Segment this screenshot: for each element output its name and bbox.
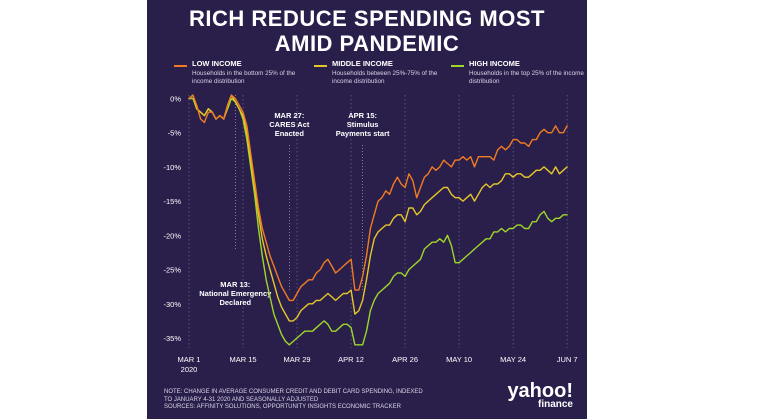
annotation-label: MAR 27: (274, 111, 304, 120)
x-tick-label: MAY 10 (446, 355, 472, 364)
legend-desc-low: Households in the bottom 25% of the inco… (192, 70, 296, 85)
series-line-low-income (188, 94, 568, 302)
annotation-label: Stimulus (347, 120, 379, 129)
y-tick-label: 0% (170, 95, 181, 104)
x-tick-label: APR 26 (392, 355, 418, 364)
annotation-label: National Emergency (199, 289, 272, 298)
y-tick-label: -5% (168, 129, 182, 138)
x-tick-sublabel: 2020 (181, 365, 198, 374)
annotation-label: MAR 13: (220, 280, 250, 289)
x-tick-label: MAR 1 (178, 355, 201, 364)
legend-swatch-high (451, 65, 464, 67)
annotation-label: Payments start (336, 129, 390, 138)
logo-subtitle: finance (537, 399, 573, 410)
legend-desc-high: Households in the top 25% of the income … (469, 70, 584, 85)
chart-title-line-2: AMID PANDEMIC (274, 31, 460, 56)
x-tick-label: MAR 29 (283, 355, 310, 364)
legend-label-low: LOW INCOME (192, 59, 242, 68)
x-tick-label: JUN 7 (557, 355, 578, 364)
footnote-line-2: TO JANUARY 4-31 2020 AND SEASONALLY ADJU… (164, 396, 319, 403)
legend-swatch-low (174, 65, 187, 67)
x-tick-label: MAR 15 (229, 355, 256, 364)
logo-wordmark: yahoo! (507, 380, 573, 402)
annotation-label: CARES Act (269, 120, 310, 129)
y-tick-label: -25% (163, 266, 181, 275)
footnote-line-3: SOURCES: AFFINITY SOLUTIONS, OPPORTUNITY… (164, 404, 401, 410)
annotation-label: Enacted (275, 129, 305, 138)
legend-label-middle: MIDDLE INCOME (332, 59, 393, 68)
annotation-label: Declared (219, 298, 251, 307)
legend-desc-middle: Households between 25%-75% of the income… (332, 70, 438, 85)
footnote-line-1: NOTE: CHANGE IN AVERAGE CONSUMER CREDIT … (164, 389, 423, 395)
chart-title-line-1: RICH REDUCE SPENDING MOST (189, 6, 545, 31)
y-tick-label: -30% (163, 300, 181, 309)
legend-label-high: HIGH INCOME (469, 59, 520, 68)
chart-panel: RICH REDUCE SPENDING MOST AMID PANDEMIC … (147, 0, 587, 419)
y-tick-label: -35% (163, 334, 181, 343)
y-tick-label: -20% (163, 231, 181, 240)
y-tick-label: -15% (163, 197, 181, 206)
series-line-middle-income (188, 94, 568, 322)
y-tick-label: -10% (163, 163, 181, 172)
x-tick-label: APR 12 (338, 355, 364, 364)
annotation-label: APR 15: (348, 111, 377, 120)
legend-swatch-middle (314, 65, 327, 67)
x-tick-label: MAY 24 (500, 355, 526, 364)
series-line-high-income (188, 97, 568, 346)
yahoo-finance-logo: yahoo! finance (507, 381, 573, 410)
chart-footnote: NOTE: CHANGE IN AVERAGE CONSUMER CREDIT … (164, 389, 494, 412)
